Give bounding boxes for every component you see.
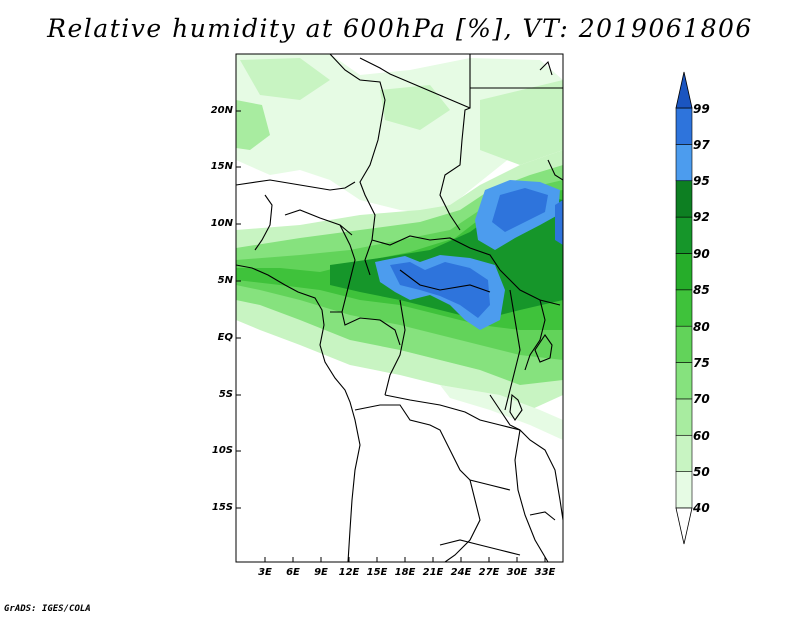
plot-frame <box>235 53 564 563</box>
lon-label: 9E <box>314 567 328 578</box>
colorbar-label: 95 <box>693 174 710 188</box>
colorbar-label: 40 <box>693 501 710 515</box>
colorbar-label: 75 <box>693 356 710 370</box>
colorbar-min-arrow <box>675 507 693 545</box>
lon-label: 12E <box>338 567 360 578</box>
colorbar-label: 99 <box>693 102 710 116</box>
colorbar-segment <box>675 325 693 363</box>
lat-label: 5S <box>218 389 233 400</box>
colorbar-label: 90 <box>693 247 710 261</box>
lat-label: 15S <box>211 502 233 513</box>
lat-label: EQ <box>217 332 233 343</box>
colorbar-label: 97 <box>693 138 710 152</box>
lon-label: 3E <box>258 567 272 578</box>
colorbar-max-arrow <box>675 71 693 109</box>
colorbar-segment <box>675 253 693 291</box>
colorbar-label: 85 <box>693 283 710 297</box>
axis-ticks <box>236 110 546 562</box>
colorbar-segment <box>675 180 693 218</box>
colorbar <box>675 71 693 545</box>
grads-credit: GrADS: IGES/COLA <box>4 604 91 614</box>
lon-label: 30E <box>506 567 528 578</box>
colorbar-label: 92 <box>693 210 710 224</box>
lon-label: 15E <box>366 567 388 578</box>
lon-label: 6E <box>286 567 300 578</box>
colorbar-segment <box>675 107 693 145</box>
colorbar-segment <box>675 362 693 400</box>
colorbar-segment <box>675 471 693 509</box>
colorbar-segment <box>675 434 693 472</box>
lat-label: 15N <box>210 161 233 172</box>
lon-label: 27E <box>478 567 500 578</box>
map-title: Relative humidity at 600hPa [%], VT: 201… <box>47 14 753 43</box>
colorbar-segment <box>675 216 693 254</box>
lon-label: 21E <box>422 567 444 578</box>
colorbar-label: 70 <box>693 392 710 406</box>
colorbar-segment <box>675 289 693 327</box>
colorbar-label: 60 <box>693 429 710 443</box>
lat-label: 5N <box>217 275 233 286</box>
country-borders <box>236 54 563 562</box>
colorbar-label: 80 <box>693 320 710 334</box>
colorbar-segment <box>675 144 693 182</box>
lat-label: 10S <box>211 445 233 456</box>
lon-label: 24E <box>450 567 472 578</box>
colorbar-label: 50 <box>693 465 710 479</box>
colorbar-segment <box>675 398 693 436</box>
lat-label: 20N <box>210 105 233 116</box>
lon-label: 33E <box>534 567 556 578</box>
lon-label: 18E <box>394 567 416 578</box>
humidity-field <box>236 54 563 440</box>
lat-label: 10N <box>210 218 233 229</box>
